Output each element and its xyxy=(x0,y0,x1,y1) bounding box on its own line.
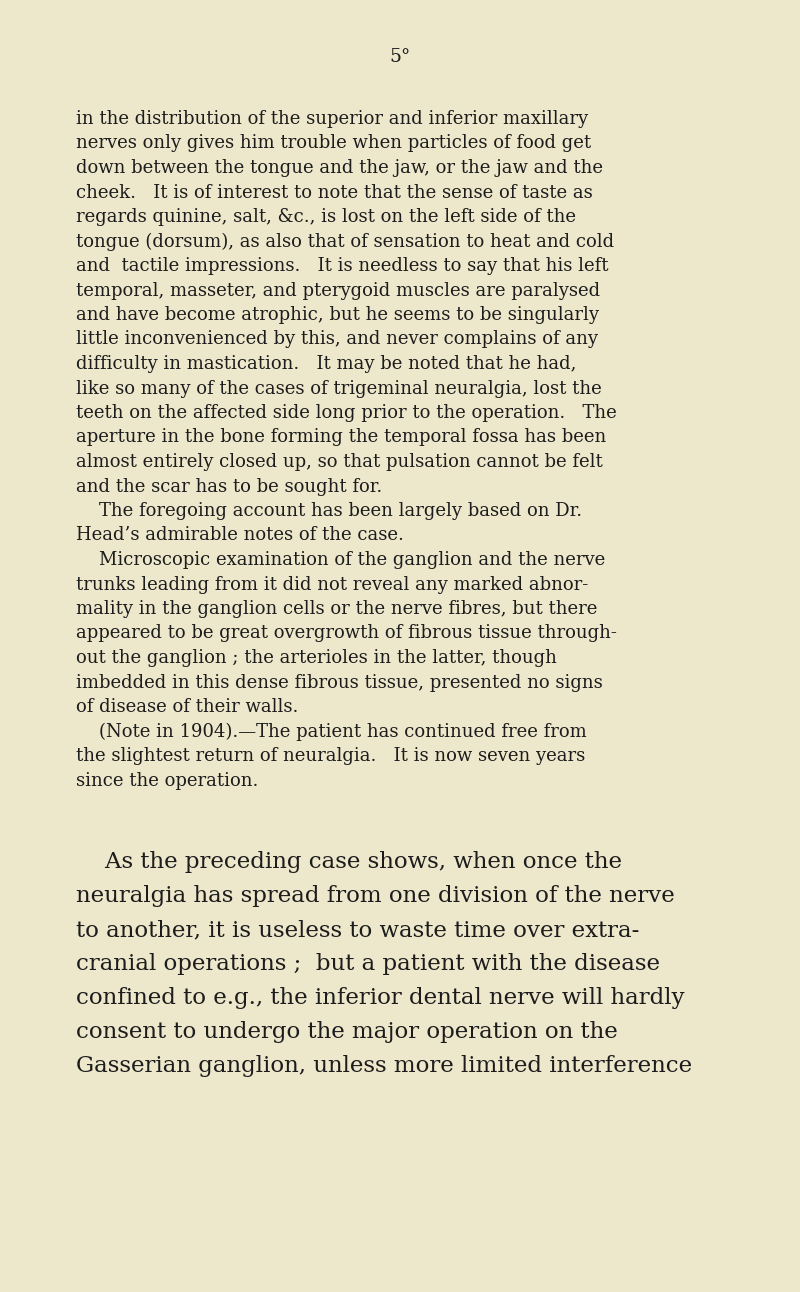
Text: nerves only gives him trouble when particles of food get: nerves only gives him trouble when parti… xyxy=(76,134,591,152)
Text: the slightest return of neuralgia.   It is now seven years: the slightest return of neuralgia. It is… xyxy=(76,747,586,765)
Text: and  tactile impressions.   It is needless to say that his left: and tactile impressions. It is needless … xyxy=(76,257,609,275)
Text: mality in the ganglion cells or the nerve fibres, but there: mality in the ganglion cells or the nerv… xyxy=(76,599,598,618)
Text: imbedded in this dense fibrous tissue, presented no signs: imbedded in this dense fibrous tissue, p… xyxy=(76,673,602,691)
Text: trunks leading from it did not reveal any marked abnor-: trunks leading from it did not reveal an… xyxy=(76,575,588,593)
Text: confined to e.g., the inferior dental nerve will hardly: confined to e.g., the inferior dental ne… xyxy=(76,987,685,1009)
Text: to another, it is useless to waste time over extra-: to another, it is useless to waste time … xyxy=(76,919,639,941)
Text: almost entirely closed up, so that pulsation cannot be felt: almost entirely closed up, so that pulsa… xyxy=(76,453,602,472)
Text: of disease of their walls.: of disease of their walls. xyxy=(76,698,298,716)
Text: like so many of the cases of trigeminal neuralgia, lost the: like so many of the cases of trigeminal … xyxy=(76,380,602,398)
Text: consent to undergo the major operation on the: consent to undergo the major operation o… xyxy=(76,1021,618,1043)
Text: Microscopic examination of the ganglion and the nerve: Microscopic examination of the ganglion … xyxy=(76,550,606,568)
Text: aperture in the bone forming the temporal fossa has been: aperture in the bone forming the tempora… xyxy=(76,429,606,447)
Text: and the scar has to be sought for.: and the scar has to be sought for. xyxy=(76,478,382,496)
Text: since the operation.: since the operation. xyxy=(76,771,258,789)
Text: temporal, masseter, and pterygoid muscles are paralysed: temporal, masseter, and pterygoid muscle… xyxy=(76,282,600,300)
Text: teeth on the affected side long prior to the operation.   The: teeth on the affected side long prior to… xyxy=(76,404,617,422)
Text: As the preceding case shows, when once the: As the preceding case shows, when once t… xyxy=(76,851,622,873)
Text: out the ganglion ; the arterioles in the latter, though: out the ganglion ; the arterioles in the… xyxy=(76,649,557,667)
Text: Gasserian ganglion, unless more limited interference: Gasserian ganglion, unless more limited … xyxy=(76,1056,692,1078)
Text: Head’s admirable notes of the case.: Head’s admirable notes of the case. xyxy=(76,527,404,544)
Text: (Note in 1904).—The patient has continued free from: (Note in 1904).—The patient has continue… xyxy=(76,722,586,740)
Text: neuralgia has spread from one division of the nerve: neuralgia has spread from one division o… xyxy=(76,885,674,907)
Text: regards quinine, salt, &c., is lost on the left side of the: regards quinine, salt, &c., is lost on t… xyxy=(76,208,576,226)
Text: 5°: 5° xyxy=(390,48,410,66)
Text: little inconvenienced by this, and never complains of any: little inconvenienced by this, and never… xyxy=(76,331,598,349)
Text: down between the tongue and the jaw, or the jaw and the: down between the tongue and the jaw, or … xyxy=(76,159,603,177)
Text: cheek.   It is of interest to note that the sense of taste as: cheek. It is of interest to note that th… xyxy=(76,183,593,202)
Text: cranial operations ;  but a patient with the disease: cranial operations ; but a patient with … xyxy=(76,953,660,975)
Text: tongue (dorsum), as also that of sensation to heat and cold: tongue (dorsum), as also that of sensati… xyxy=(76,233,614,251)
Text: and have become atrophic, but he seems to be singularly: and have become atrophic, but he seems t… xyxy=(76,306,599,324)
Text: in the distribution of the superior and inferior maxillary: in the distribution of the superior and … xyxy=(76,110,588,128)
Text: difficulty in mastication.   It may be noted that he had,: difficulty in mastication. It may be not… xyxy=(76,355,576,373)
Text: The foregoing account has been largely based on Dr.: The foregoing account has been largely b… xyxy=(76,503,582,519)
Text: appeared to be great overgrowth of fibrous tissue through-: appeared to be great overgrowth of fibro… xyxy=(76,624,617,642)
